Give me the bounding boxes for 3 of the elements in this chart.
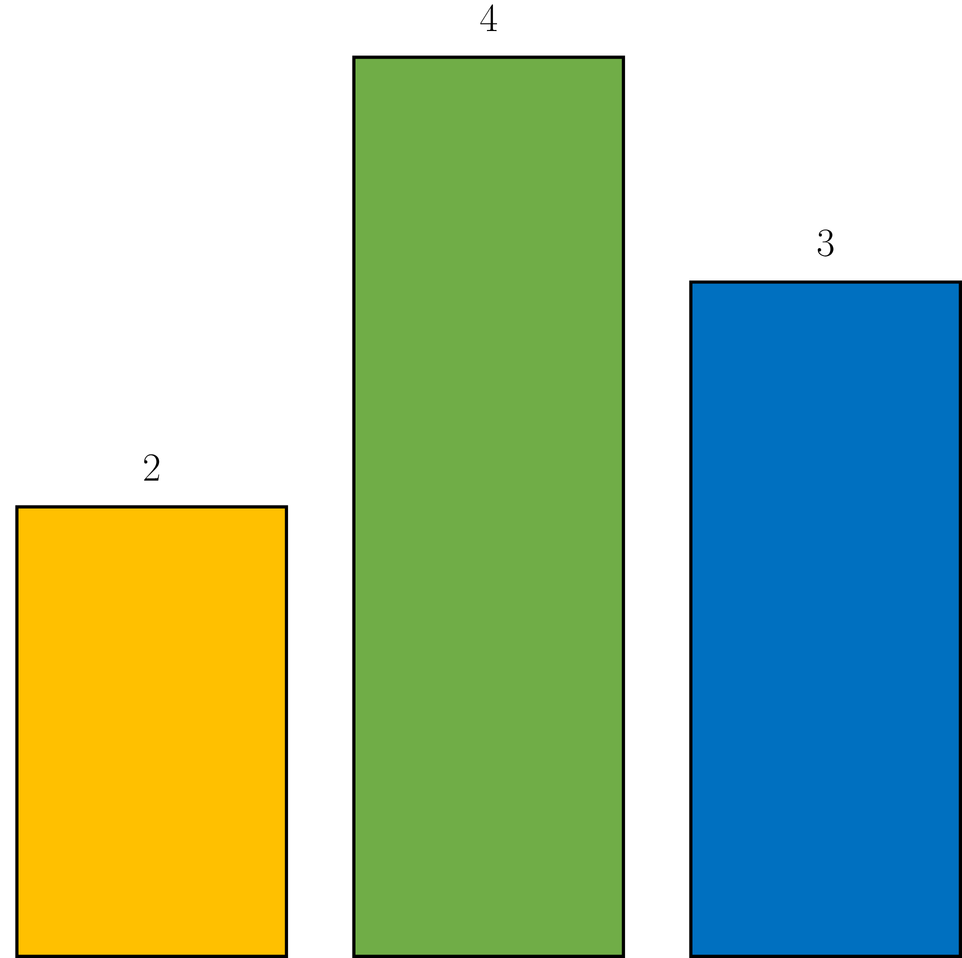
data-label: 2: [144, 454, 160, 481]
data-label: 4: [480, 4, 497, 32]
data-label: 3: [818, 229, 834, 256]
